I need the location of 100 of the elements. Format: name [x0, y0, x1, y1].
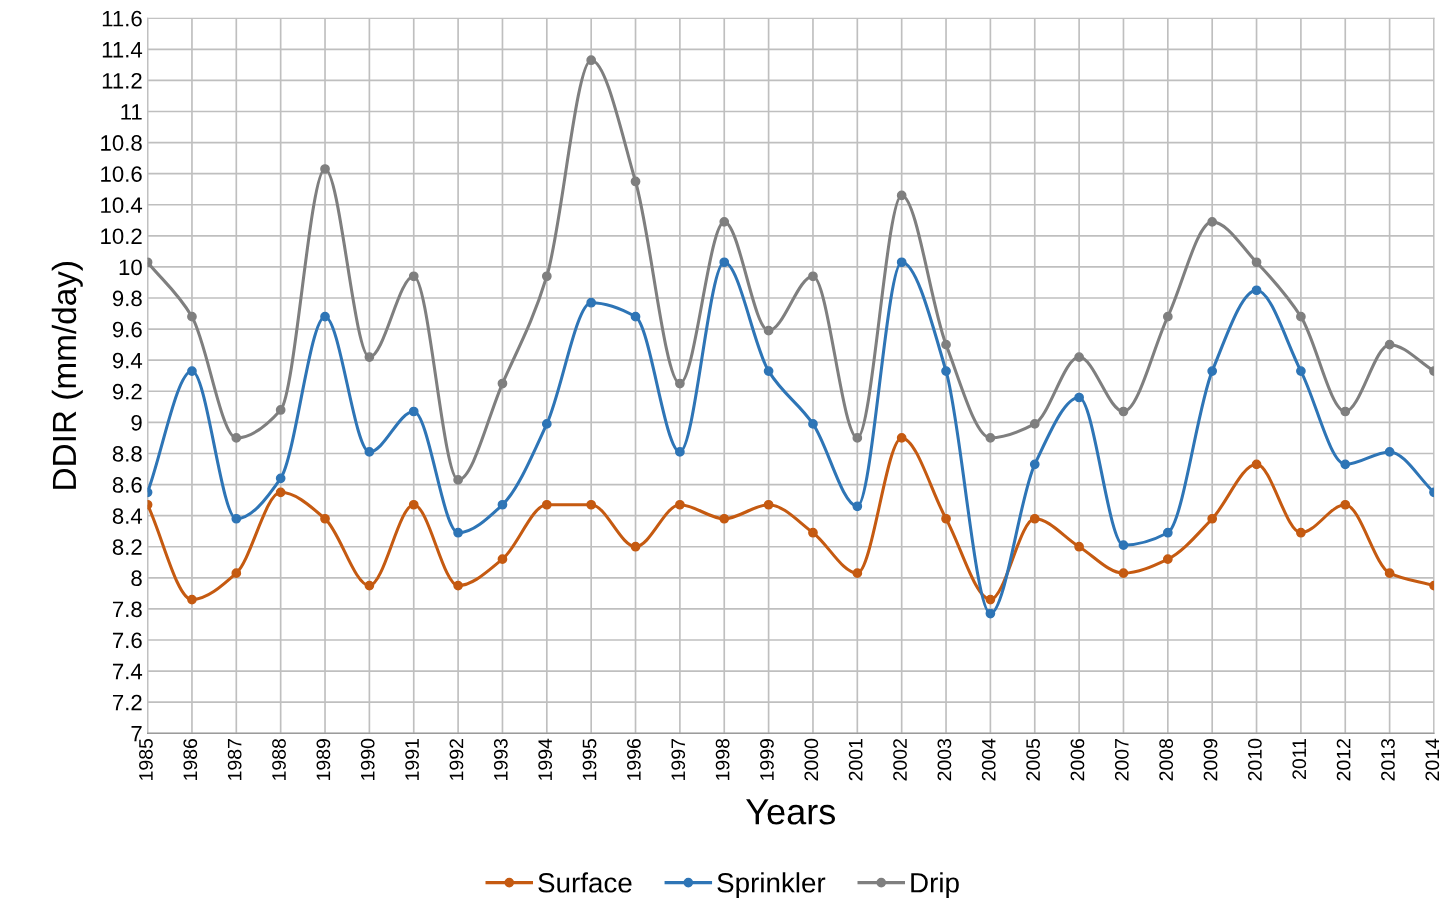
x-tick-label: 1998 — [715, 738, 730, 780]
point — [630, 176, 641, 187]
point — [231, 568, 242, 579]
point — [1029, 419, 1040, 429]
point — [941, 339, 951, 350]
point — [408, 499, 419, 510]
x-tick-label: 1995 — [582, 738, 597, 780]
point — [586, 55, 597, 66]
point — [852, 433, 863, 443]
x-tick-label: 1990 — [360, 738, 375, 780]
x-tick-label: 1993 — [493, 738, 508, 780]
point — [852, 568, 863, 579]
x-tick-label: 2003 — [937, 738, 952, 781]
point — [630, 541, 641, 552]
x-tick-label: 2007 — [1114, 739, 1129, 781]
y-tick-label: 10.6 — [101, 166, 142, 182]
x-tick-label: 2005 — [1026, 738, 1040, 781]
point — [364, 447, 375, 457]
x-tick-label: 2000 — [804, 738, 819, 781]
point — [187, 366, 197, 376]
x-tick-label: 2004 — [981, 738, 996, 781]
point — [275, 405, 286, 415]
point — [763, 325, 774, 336]
y-tick-label: 10 — [119, 259, 142, 276]
point — [719, 217, 730, 227]
x-tick-label: 1988 — [272, 738, 286, 780]
point — [586, 297, 597, 308]
x-tick-label: 1987 — [227, 739, 242, 780]
x-tick-label: 1994 — [538, 738, 553, 780]
point — [320, 513, 330, 524]
x-tick-label: 2008 — [1159, 738, 1174, 781]
point — [941, 513, 951, 524]
x-tick-label: 2014 — [1425, 738, 1440, 781]
point — [320, 164, 330, 174]
point — [541, 499, 552, 510]
point — [1074, 392, 1084, 403]
point — [453, 527, 463, 538]
point — [1162, 554, 1173, 565]
y-tick-label: 9.4 — [112, 352, 143, 369]
point — [896, 190, 907, 201]
y-tick-label: 8.2 — [112, 539, 142, 555]
point — [1118, 568, 1129, 579]
y-tick-label: 11.6 — [102, 10, 142, 27]
y-tick-label: 10.2 — [101, 228, 142, 245]
point — [541, 271, 552, 282]
point — [231, 433, 242, 443]
point — [275, 487, 286, 498]
point — [675, 447, 685, 457]
point — [1296, 527, 1306, 538]
point — [1074, 352, 1084, 362]
point — [1296, 311, 1306, 322]
y-tick-label: 8 — [131, 570, 142, 587]
x-tick-label: 2001 — [848, 739, 863, 781]
point — [364, 352, 375, 362]
point — [1207, 217, 1218, 227]
x-tick-label: 1999 — [760, 739, 774, 780]
point — [808, 419, 818, 429]
point — [808, 271, 818, 282]
point — [231, 513, 242, 524]
point — [275, 473, 286, 484]
point — [675, 499, 685, 510]
point — [1207, 366, 1218, 376]
point — [1029, 459, 1040, 470]
y-tick-label: 9.6 — [112, 321, 142, 338]
point — [630, 311, 641, 322]
point — [719, 257, 730, 268]
point — [941, 366, 951, 376]
point — [985, 433, 996, 443]
point — [497, 378, 508, 389]
point — [1162, 527, 1173, 538]
point — [1384, 339, 1395, 350]
point — [675, 378, 685, 389]
point — [1118, 406, 1129, 417]
y-tick-label: 8.8 — [112, 446, 142, 462]
x-tick-label: 2006 — [1070, 738, 1085, 781]
point — [1162, 311, 1173, 322]
x-tick-label: 2013 — [1381, 738, 1395, 781]
y-tick-label: 7.4 — [112, 663, 143, 680]
y-tick-label: 9.2 — [112, 383, 142, 400]
point — [586, 499, 597, 510]
x-tick-label: 1992 — [449, 739, 464, 780]
point — [763, 366, 774, 376]
point — [763, 499, 774, 510]
point — [1340, 459, 1351, 470]
point — [896, 257, 907, 268]
y-tick-label: 9 — [131, 414, 142, 431]
x-tick-label: 2002 — [893, 739, 907, 781]
x-tick-label: 2012 — [1336, 739, 1351, 781]
point — [719, 513, 730, 524]
legend-label: Surface — [538, 872, 632, 893]
y-tick-label: 8.6 — [112, 477, 142, 493]
point — [1251, 459, 1262, 470]
point — [497, 554, 508, 565]
x-tick-label: 1997 — [671, 739, 686, 780]
x-tick-label: 1989 — [316, 739, 331, 780]
point — [1340, 406, 1351, 417]
y-tick-label: 11.4 — [102, 42, 143, 58]
y-axis-title: DDIR (mm/day) — [51, 262, 83, 489]
y-tick-label: 11.2 — [102, 72, 142, 89]
point — [320, 311, 330, 322]
